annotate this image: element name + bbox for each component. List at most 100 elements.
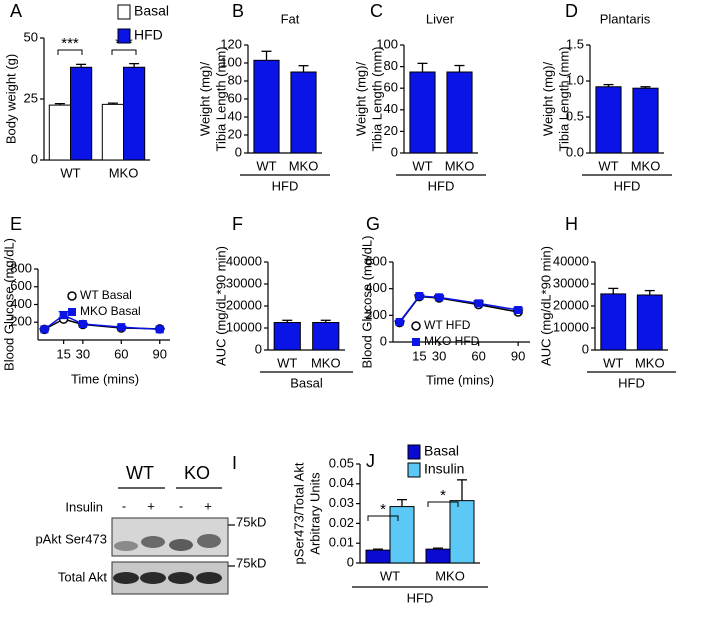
panel-letter: B (232, 1, 244, 21)
x-tick-label: MKO (435, 568, 465, 583)
bar (409, 71, 436, 154)
y-axis-label: Tibia Length (mm) (556, 47, 571, 152)
bar (595, 86, 622, 154)
x-tick-label: WT (277, 355, 297, 370)
y-tick-label: 0.04 (329, 475, 354, 490)
chart-panel: E Blood Glucose (mg/dL)200 400 600 800 15 30 60… (1, 214, 170, 386)
chart-panel: D Plantaris Weight (mg)/Tibia Length (mm)0… (540, 1, 672, 193)
significance-bracket (111, 49, 137, 55)
y-tick-label: 600 (365, 253, 387, 268)
point (40, 325, 49, 334)
x-tick-label: 60 (471, 348, 485, 363)
legend-swatch (67, 291, 77, 301)
bar (449, 500, 475, 564)
y-tick-label: 100 (220, 54, 242, 69)
annotation: * (440, 487, 446, 504)
y-tick-label: 1.5 (566, 36, 584, 51)
y-tick-label: 100 (376, 36, 398, 51)
x-tick-label: WT (603, 355, 623, 370)
x-tick-label: WT (60, 165, 80, 180)
y-axis-label: Tibia Length (mm) (213, 47, 228, 152)
y-tick-label: 40 (384, 101, 398, 116)
point (78, 320, 87, 329)
group-label: HFD (407, 590, 434, 605)
y-axis-label: AUC (mg/dL*90 min) (213, 246, 228, 366)
bar (48, 104, 71, 161)
x-tick-label: WT (412, 158, 432, 173)
group-label: HFD (272, 178, 299, 193)
y-axis-label: Blood Glucose (mg/dL) (359, 236, 374, 369)
significance-bracket (57, 49, 83, 55)
x-tick-label: MKO (631, 158, 661, 173)
y-tick-label: 400 (10, 296, 32, 311)
panel-letter: F (232, 214, 243, 234)
legend-swatch (407, 444, 421, 460)
y-tick-label: 40 (228, 108, 242, 123)
chart-panel: F AUC (mg/dL*90 min) 0 10000 20000 30000 40000… (213, 214, 353, 390)
point (117, 323, 126, 332)
bar (123, 66, 146, 161)
x-tick-label: MKO (635, 355, 665, 370)
legend-swatch (68, 308, 76, 316)
legend-label: HFD (134, 27, 163, 43)
y-tick-label: 0.01 (329, 535, 354, 550)
legend-swatch (117, 4, 131, 20)
y-axis-label: Blood Glucose (mg/dL) (1, 238, 16, 371)
panel-letter: H (565, 214, 578, 234)
treatment-label: Insulin (65, 499, 103, 514)
y-tick-label: 0.03 (329, 495, 354, 510)
chart-title: Plantaris (600, 11, 651, 26)
x-tick-label: MKO (445, 158, 475, 173)
x-axis-label: Time (mins) (426, 372, 494, 387)
y-tick-label: 60 (228, 90, 242, 105)
band-label: Total Akt (58, 569, 108, 584)
y-tick-label: 0 (391, 144, 398, 159)
legend-label: Insulin (424, 461, 464, 477)
bar (290, 71, 317, 154)
y-tick-label: 10000 (553, 319, 589, 334)
x-tick-label: WT (256, 158, 276, 173)
y-tick-label: 80 (228, 72, 242, 87)
sign: - (122, 498, 126, 513)
bar (389, 506, 415, 564)
legend-label: Basal (424, 443, 459, 459)
legend-label: MKO HFD (424, 334, 480, 348)
y-tick-label: 60 (384, 80, 398, 95)
point (155, 325, 164, 334)
chart-panel: B Fat Weight (mg)/Tibia Length (mm) 0 20 40 60… (197, 1, 330, 193)
x-tick-label: WT (380, 568, 400, 583)
point (415, 292, 424, 300)
significance-bracket (367, 515, 399, 521)
sign: - (179, 498, 183, 513)
y-axis-label: AUC (mg/dL*90 min) (538, 246, 553, 366)
y-tick-label: 400 (365, 280, 387, 295)
bar (273, 322, 301, 351)
x-tick-label: 90 (153, 346, 167, 361)
panel-letter: E (10, 214, 22, 234)
y-axis-label: Tibia Length (mm) (369, 47, 384, 152)
x-axis-label: Time (mins) (71, 371, 139, 386)
y-axis-label: Weight (mg)/ (353, 62, 368, 137)
y-tick-label: 10000 (226, 319, 262, 334)
blot-group: KO (184, 463, 210, 483)
legend-label: WT Basal (80, 288, 132, 302)
y-axis-label: Weight (mg)/ (197, 62, 212, 137)
x-tick-label: 30 (432, 348, 446, 363)
y-tick-label: 200 (365, 307, 387, 322)
marker-label: 75kD (236, 555, 266, 570)
y-axis-label: Body weight (g) (3, 54, 18, 144)
legend-swatch (407, 462, 421, 478)
y-axis-label: pSer473/Total Akt (291, 462, 306, 564)
x-tick-label: 15 (56, 346, 70, 361)
y-tick-label: 0.5 (566, 108, 584, 123)
y-tick-label: 20 (228, 126, 242, 141)
y-tick-label: 50 (24, 29, 38, 44)
bar (70, 66, 93, 161)
bar (632, 87, 659, 154)
legend-swatch (411, 321, 421, 331)
group-label: HFD (618, 375, 645, 390)
x-tick-label: MKO (311, 355, 341, 370)
x-tick-label: MKO (109, 165, 139, 180)
